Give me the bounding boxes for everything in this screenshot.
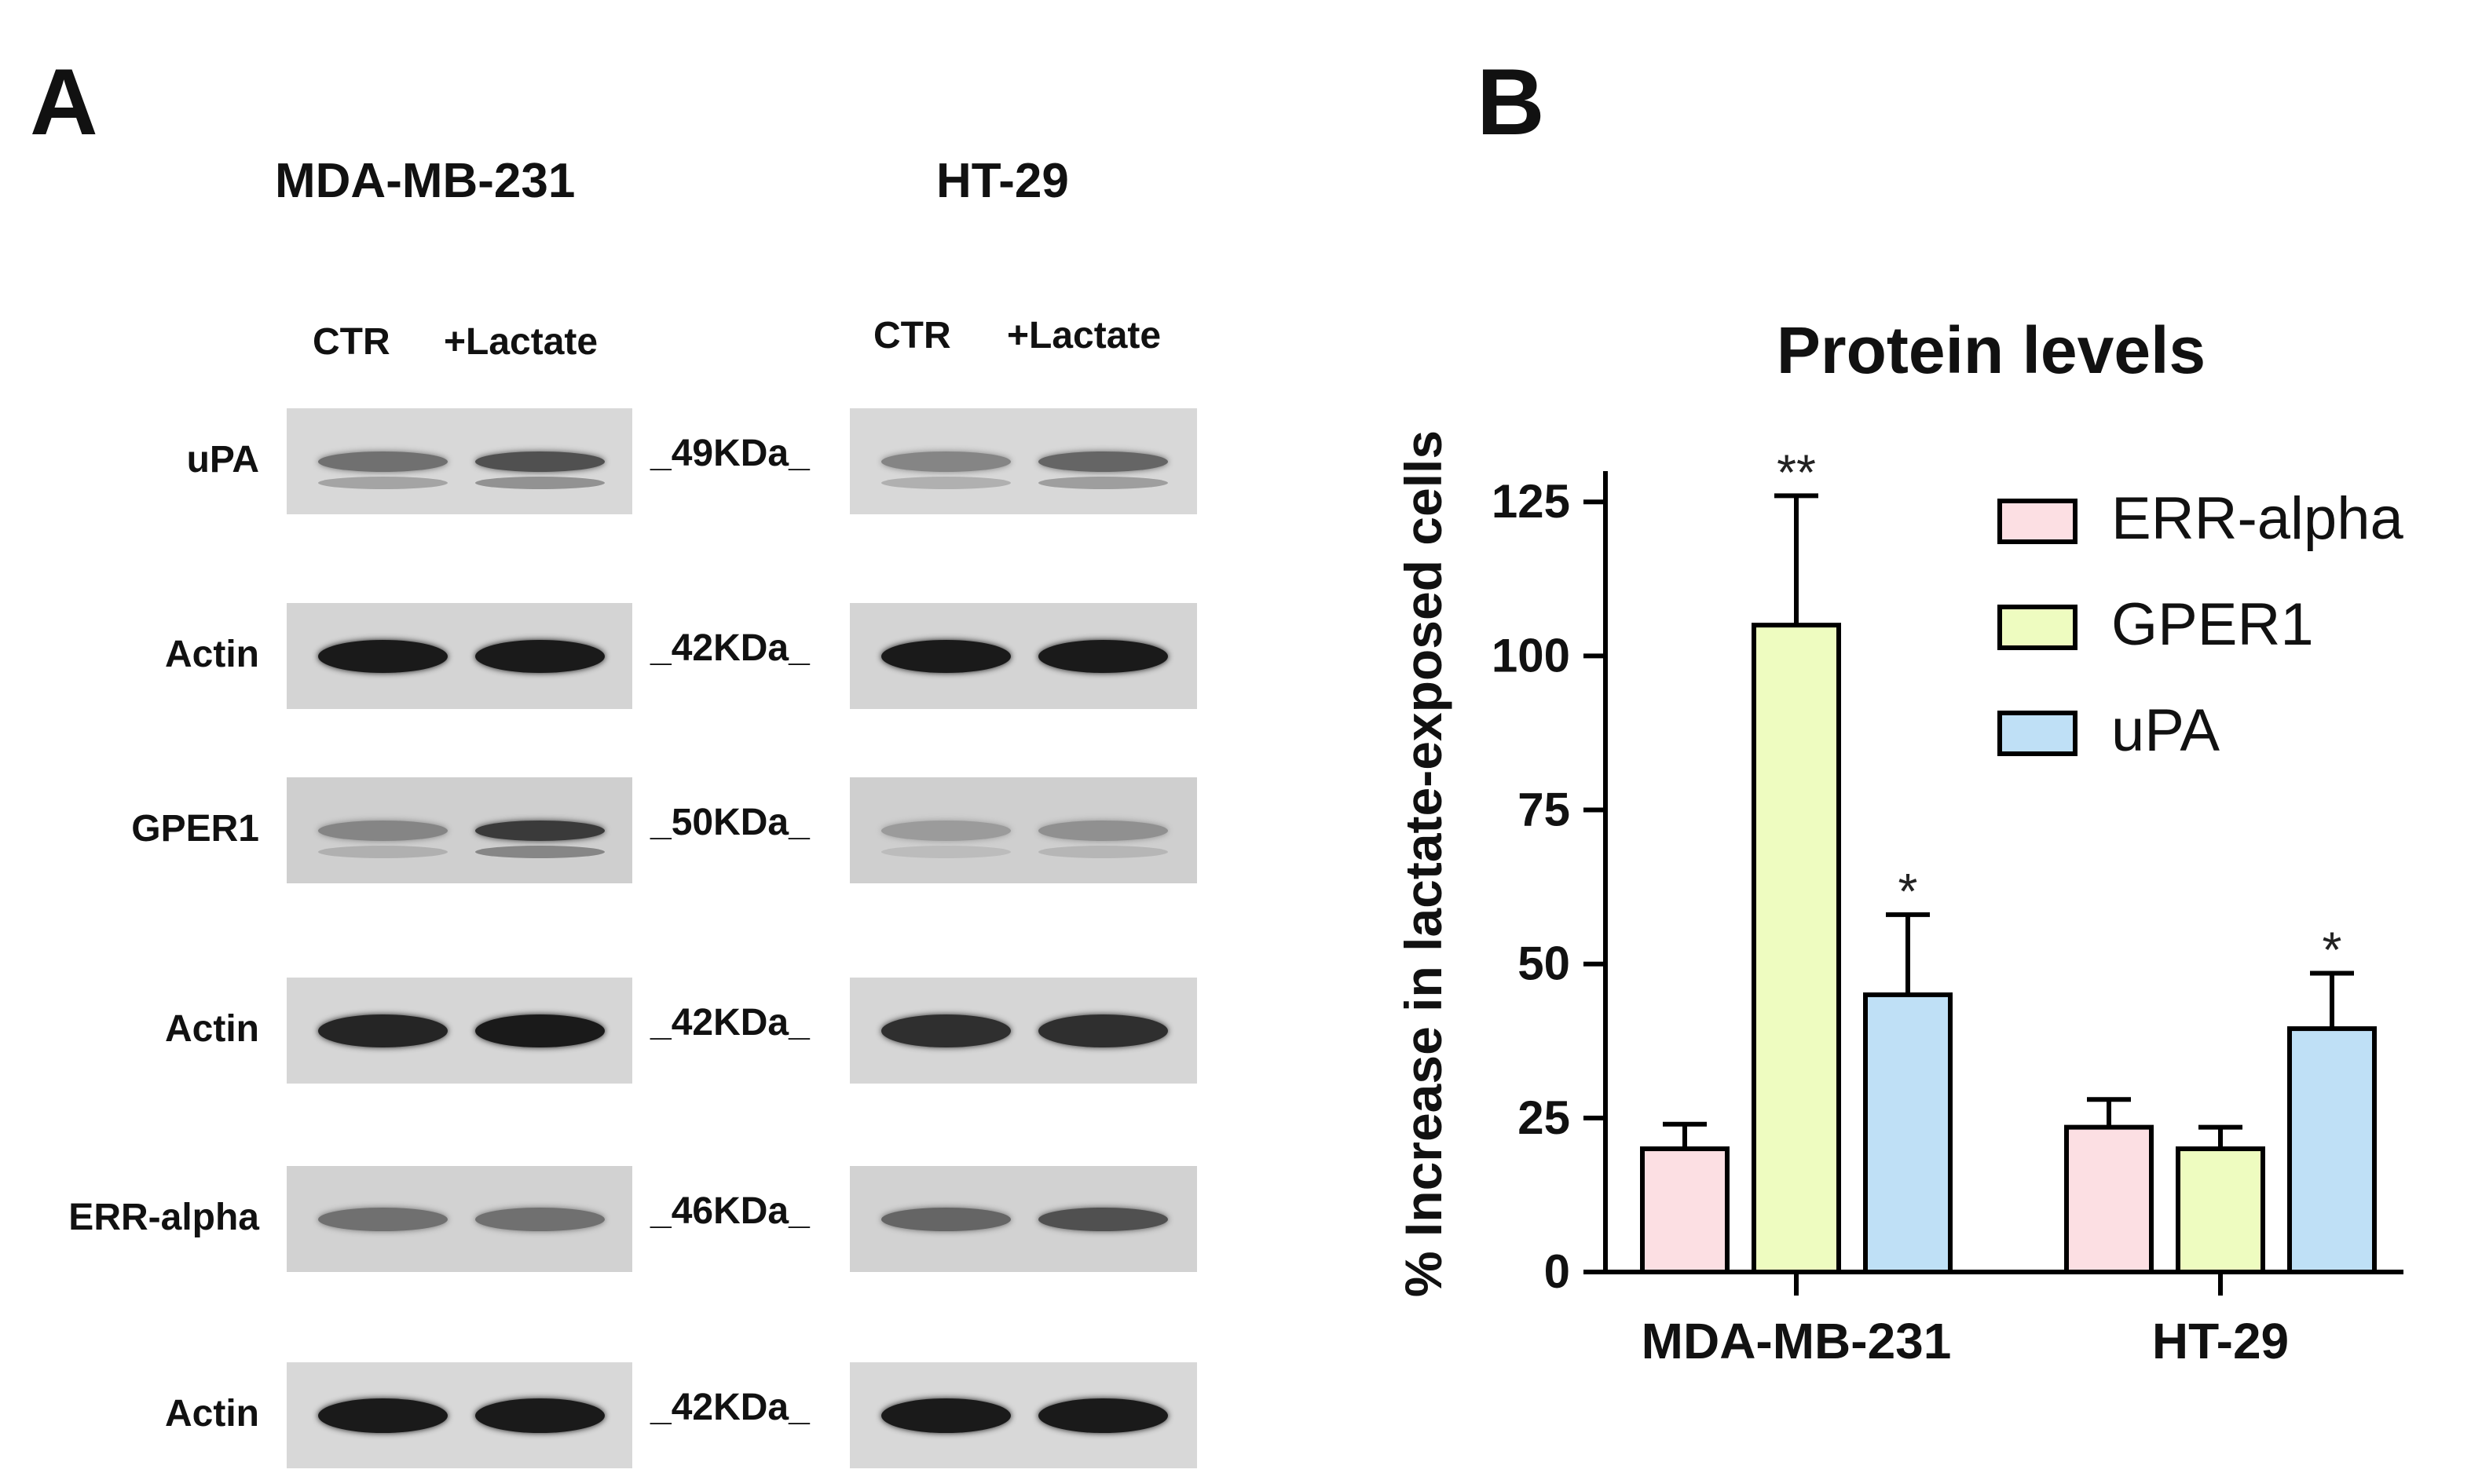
blot-band (1038, 1207, 1168, 1231)
blot-band (881, 1014, 1011, 1047)
blot-band (1038, 1014, 1168, 1047)
blot-band-secondary (881, 845, 1011, 858)
blot-band (1038, 639, 1168, 673)
blot-band (475, 639, 605, 673)
blot-strip (287, 1362, 632, 1468)
blot-kda-label: _42KDa_ (650, 1387, 810, 1428)
blot-band (318, 1398, 448, 1433)
bar-gper1 (2176, 1146, 2265, 1274)
blot-strip (287, 978, 632, 1084)
y-axis-label: % Increase in lactate-exposed cells (1394, 430, 1452, 1297)
significance-label: ** (1777, 444, 1816, 500)
x-tick-label: MDA-MB-231 (1642, 1313, 1952, 1369)
legend-swatch-gper1 (1997, 605, 2077, 650)
y-tick-label: 125 (1492, 475, 1570, 528)
blot-band (318, 1207, 448, 1231)
significance-label: * (2323, 921, 2342, 978)
y-tick-label: 75 (1517, 784, 1570, 836)
legend-swatch-err-alpha (1997, 499, 2077, 544)
blot-strip (287, 408, 632, 514)
blot-band (475, 820, 605, 841)
blot-strip (850, 603, 1197, 709)
blot-row-label: Actin (165, 1007, 259, 1050)
blot-band (475, 1014, 605, 1047)
blot-kda-label: _50KDa_ (650, 802, 810, 843)
chart-title: Protein levels (1777, 313, 2206, 387)
blot-kda-label: _49KDa_ (650, 433, 810, 474)
cell-line-title-mda: MDA-MB-231 (275, 154, 576, 208)
bar-err-alpha (1640, 1146, 1730, 1274)
blot-band (881, 820, 1011, 841)
blot-band-secondary (318, 476, 448, 489)
blot-band (881, 639, 1011, 673)
blot-strip (850, 408, 1197, 514)
blot-strip (850, 1166, 1197, 1272)
blot-row-label: uPA (186, 438, 259, 481)
bar-err-alpha (2064, 1124, 2154, 1274)
blot-band (475, 451, 605, 472)
y-tick-label: 100 (1492, 629, 1570, 682)
blot-band-secondary (1038, 845, 1168, 858)
panel-b-letter: B (1477, 49, 1545, 155)
y-tick-label: 25 (1517, 1091, 1570, 1144)
lane-label-ctr-mda: CTR (313, 321, 390, 363)
blot-row-label: Actin (165, 1392, 259, 1435)
bar-upa (2287, 1026, 2377, 1274)
blot-band (881, 1207, 1011, 1231)
blot-row-label: ERR-alpha (68, 1196, 259, 1238)
cell-line-title-ht29: HT-29 (936, 154, 1069, 208)
blot-band (475, 1207, 605, 1231)
x-tick-label: HT-29 (2152, 1313, 2289, 1369)
blot-strip (287, 603, 632, 709)
legend-label: uPA (2111, 697, 2220, 764)
blot-band (1038, 451, 1168, 472)
y-tick-label: 50 (1517, 938, 1570, 990)
blot-band-secondary (475, 476, 605, 489)
lane-label-ctr-ht29: CTR (873, 315, 951, 356)
blot-band (881, 451, 1011, 472)
bar-gper1 (1752, 623, 1841, 1274)
lane-label-lactate-ht29: +Lactate (1007, 315, 1162, 356)
blot-band (1038, 1398, 1168, 1433)
blot-band (881, 1398, 1011, 1433)
blot-band (318, 451, 448, 472)
legend-label: GPER1 (2111, 591, 2314, 658)
blot-strip (287, 1166, 632, 1272)
blot-band-secondary (318, 845, 448, 858)
blot-band (318, 639, 448, 673)
legend-label: ERR-alpha (2111, 485, 2403, 552)
blot-band (318, 1014, 448, 1047)
blot-band-secondary (1038, 476, 1168, 489)
blot-kda-label: _42KDa_ (650, 627, 810, 669)
blot-row-label: GPER1 (131, 807, 259, 850)
blot-strip (850, 978, 1197, 1084)
blot-row-label: Actin (165, 633, 259, 675)
blot-band (475, 1398, 605, 1433)
blot-kda-label: _46KDa_ (650, 1190, 810, 1232)
panel-a-letter: A (30, 49, 98, 155)
legend-swatch-upa (1997, 711, 2077, 756)
blot-kda-label: _42KDa_ (650, 1002, 810, 1044)
y-tick-label: 0 (1544, 1245, 1570, 1298)
blot-band-secondary (881, 476, 1011, 489)
bar-upa (1863, 992, 1953, 1275)
blot-band (1038, 820, 1168, 841)
blot-strip (850, 1362, 1197, 1468)
blot-strip (287, 777, 632, 883)
lane-label-lactate-mda: +Lactate (444, 321, 599, 363)
blot-strip (850, 777, 1197, 883)
significance-label: * (1898, 863, 1918, 919)
blot-band (318, 820, 448, 841)
blot-band-secondary (475, 845, 605, 858)
